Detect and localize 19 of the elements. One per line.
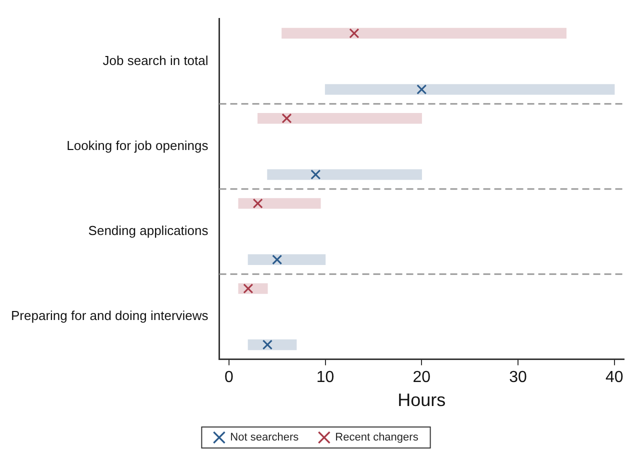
y-tick-label: Preparing for and doing interviews: [11, 308, 209, 324]
legend-label: Not searchers: [230, 432, 300, 444]
x-tick-label: 20: [412, 369, 431, 386]
bar: [267, 169, 422, 180]
legend-label: Recent changers: [335, 432, 419, 444]
bar: [238, 198, 321, 209]
x-tick-label: 10: [316, 369, 334, 386]
bar: [324, 84, 615, 95]
bar: [282, 28, 567, 39]
y-tick-label: Sending applications: [88, 223, 209, 238]
y-tick-label: Looking for job openings: [66, 138, 209, 154]
bar: [248, 339, 297, 350]
bar: [257, 113, 422, 124]
bar: [248, 254, 326, 265]
x-tick-label: 40: [605, 369, 624, 386]
y-tick-label: Job search in total: [102, 52, 208, 68]
x-tick-label: 0: [224, 369, 234, 386]
x-axis-title: Hours: [398, 390, 446, 410]
x-tick-label: 30: [509, 369, 527, 386]
